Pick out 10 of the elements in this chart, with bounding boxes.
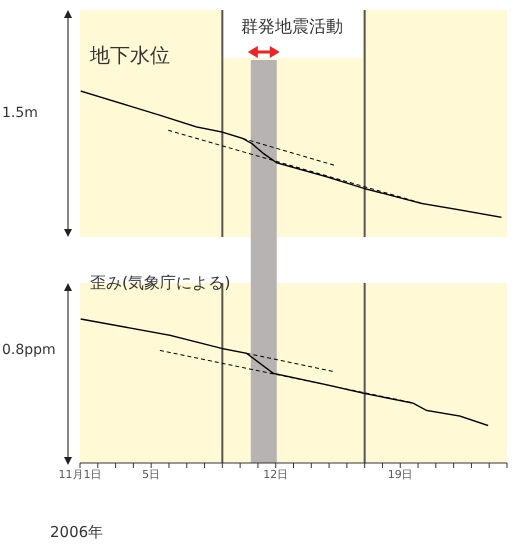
x-tick-label: 11月1日 [58, 468, 102, 481]
x-tick-label: 19日 [388, 468, 413, 481]
chart-title: 歪み(気象庁による) [90, 273, 230, 294]
x-tick-label: 5日 [142, 468, 160, 481]
y-axis-title: 0.8ppm [2, 342, 56, 358]
y-axis-title: 1.5m [2, 105, 38, 122]
x-tick-label: 12日 [263, 468, 288, 481]
chart-title: 地下水位 [90, 42, 170, 69]
band-label: 群発地震活動 [240, 17, 343, 37]
x-axis-title: 2006年 [50, 523, 104, 542]
